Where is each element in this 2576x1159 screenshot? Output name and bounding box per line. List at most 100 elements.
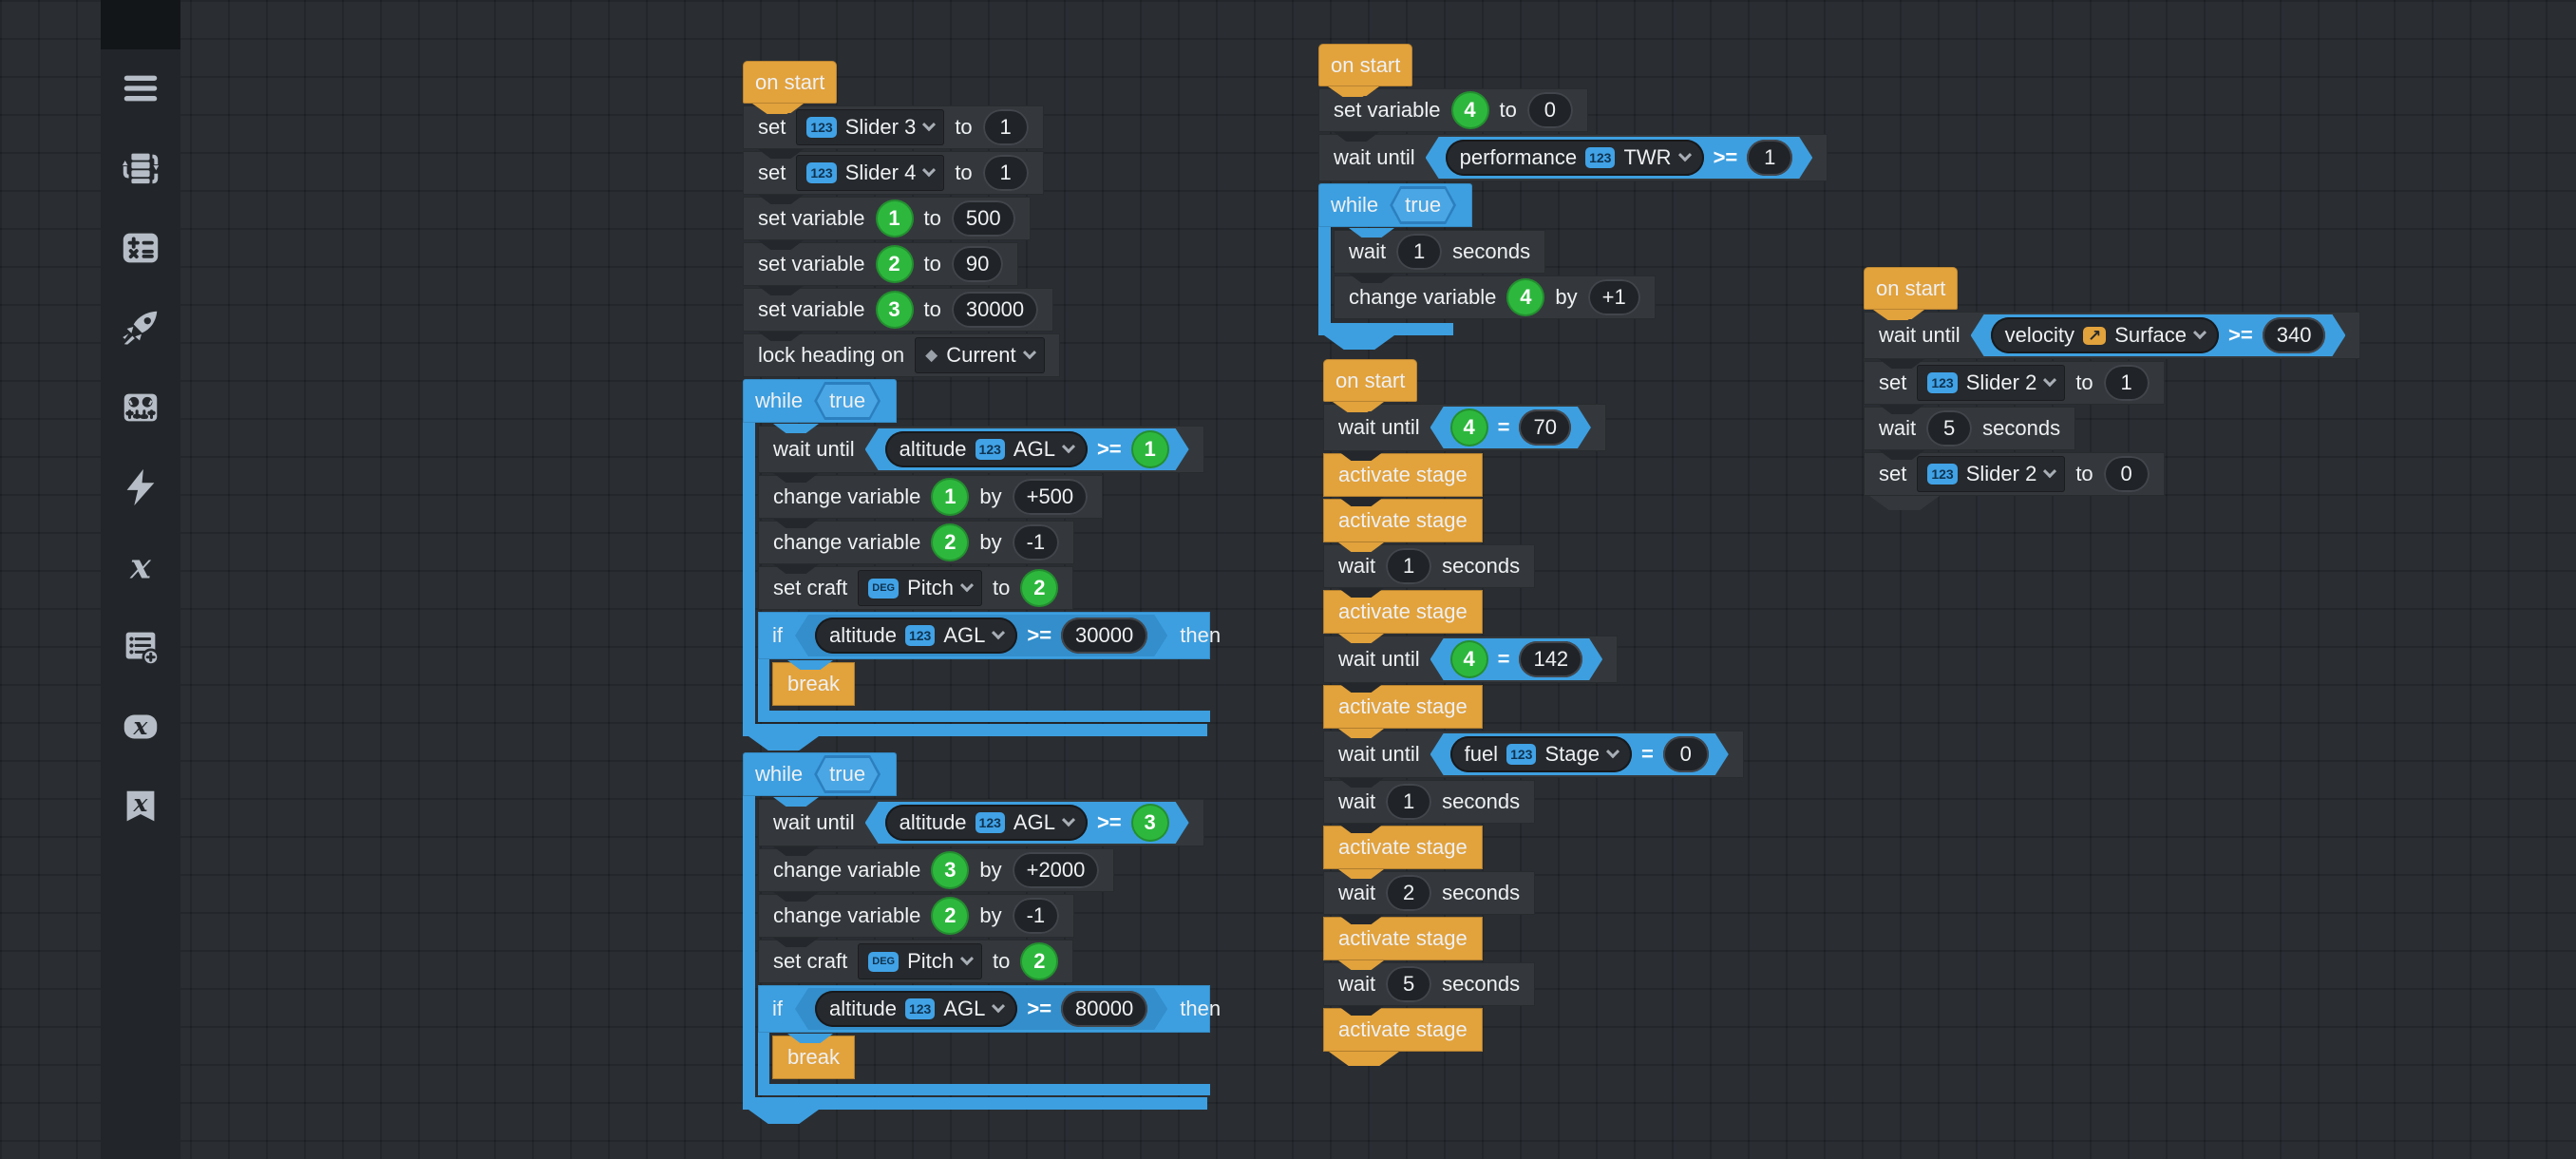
wait-until-block[interactable]: wait until altitude 123 AGL >= 1 [758,426,1204,473]
set-variable-block[interactable]: set variable 2 to 90 [743,242,1019,286]
program-ascent[interactable]: on start set 123 Slider 3 to 1 set 123 S… [743,61,1221,1126]
telemetry-expression[interactable]: altitude 123 AGL [815,991,1017,1027]
input-dropdown[interactable]: 123 Slider 2 [1917,456,2066,492]
lock-heading-block[interactable]: lock heading on ◆ Current [743,333,1060,377]
set-input-block[interactable]: set 123 Slider 2 to 0 [1864,452,2165,496]
variable-chip[interactable]: 4 [1450,408,1488,446]
value-input[interactable]: 5 [1386,966,1432,1002]
variable-chip[interactable]: 2 [1020,569,1059,607]
if-header[interactable]: if altitude 123 AGL >= 80000 then [758,985,1221,1033]
variable-chip[interactable]: 4 [1506,278,1545,316]
craft-property-dropdown[interactable]: DEG Pitch [858,943,983,979]
value-input[interactable]: 5 [1926,410,1973,446]
value-input[interactable]: 1 [1386,784,1432,820]
condition-expression[interactable]: velocity ↗ Surface >= 340 [1971,314,2346,356]
activate-stage-block[interactable]: activate stage [1323,499,1483,542]
variable-chip[interactable]: 3 [1131,804,1169,842]
break-block[interactable]: break [772,1036,856,1079]
condition-pill[interactable]: true [814,382,881,420]
activate-stage-block[interactable]: activate stage [1323,1008,1483,1052]
activate-stage-block[interactable]: activate stage [1323,685,1483,729]
value-input[interactable]: 1 [982,155,1029,191]
expression-flag-icon[interactable]: x [117,784,164,829]
wait-until-block[interactable]: wait until 4 = 142 [1323,636,1619,683]
variable-chip[interactable]: 2 [931,897,970,935]
condition-expression[interactable]: 4 = 70 [1430,407,1591,448]
on-start-block[interactable]: on start [1864,267,1959,310]
if-header[interactable]: if altitude 123 AGL >= 30000 then [758,612,1221,659]
value-input[interactable]: 1 [2103,365,2150,401]
set-craft-block[interactable]: set craft DEG Pitch to 2 [758,940,1074,983]
while-header[interactable]: while true [743,379,898,423]
value-input[interactable]: -1 [1012,524,1060,560]
condition-expression[interactable]: 4 = 142 [1430,638,1603,680]
variable-chip[interactable]: 4 [1450,91,1489,129]
value-input[interactable]: 0 [1663,736,1709,772]
condition-expression[interactable]: altitude 123 AGL >= 3 [865,802,1189,844]
heading-dropdown[interactable]: ◆ Current [915,337,1045,373]
change-variable-block[interactable]: change variable 2 by -1 [758,521,1075,564]
value-input[interactable]: 1 [1386,548,1432,584]
change-variable-block[interactable]: change variable 2 by -1 [758,894,1075,938]
variable-chip[interactable]: 2 [875,245,914,283]
set-craft-block[interactable]: set craft DEG Pitch to 2 [758,566,1074,610]
value-input[interactable]: 30000 [1061,618,1147,654]
variable-chip[interactable]: 3 [931,851,970,889]
input-panel-icon[interactable] [117,385,164,430]
value-input[interactable]: -1 [1012,898,1060,934]
change-variable-block[interactable]: change variable 3 by +2000 [758,848,1115,892]
while-header[interactable]: while true [1318,183,1473,227]
break-block[interactable]: break [772,662,856,706]
variable-chip[interactable]: 1 [1131,430,1169,468]
value-input[interactable]: 2 [1386,875,1432,911]
while-loop-block[interactable]: while true wait until altitude 123 AGL >… [743,379,1221,750]
variable-chip[interactable]: 4 [1450,640,1488,678]
set-input-block[interactable]: set 123 Slider 3 to 1 [743,105,1044,149]
if-block[interactable]: if altitude 123 AGL >= 80000 then [758,985,1221,1095]
variable-chip[interactable]: 1 [875,200,914,238]
wait-until-block[interactable]: wait until performance 123 TWR >= 1 [1318,134,1828,181]
activate-stage-block[interactable]: activate stage [1323,917,1483,960]
value-input[interactable]: 1 [1396,234,1443,270]
condition-pill[interactable]: true [1390,186,1456,224]
program-staging[interactable]: on start wait until 4 = 70 activate stag… [1323,359,1744,1066]
value-input[interactable]: 80000 [1061,991,1147,1027]
activate-stage-block[interactable]: activate stage [1323,590,1483,634]
log-list-icon[interactable] [117,624,164,670]
value-input[interactable]: 90 [951,246,1004,282]
input-dropdown[interactable]: 123 Slider 4 [796,155,945,191]
wait-until-block[interactable]: wait until velocity ↗ Surface >= 340 [1864,312,2361,359]
telemetry-expression[interactable]: fuel 123 Stage [1450,736,1632,772]
telemetry-expression[interactable]: altitude 123 AGL [885,805,1088,841]
set-variable-block[interactable]: set variable 1 to 500 [743,197,1031,240]
condition-expression[interactable]: altitude 123 AGL >= 30000 [795,615,1167,656]
while-loop-block[interactable]: while true wait until altitude 123 AGL >… [743,752,1221,1124]
change-variable-block[interactable]: change variable 1 by +500 [758,475,1104,519]
wait-seconds-block[interactable]: wait 2 seconds [1323,871,1536,915]
value-input[interactable]: 0 [2103,456,2150,492]
if-block[interactable]: if altitude 123 AGL >= 30000 then [758,612,1221,722]
condition-expression[interactable]: fuel 123 Stage = 0 [1430,733,1729,775]
condition-pill[interactable]: true [814,755,881,793]
wait-until-block[interactable]: wait until 4 = 70 [1323,404,1606,451]
variable-chip[interactable]: 3 [875,291,914,329]
activate-stage-block[interactable]: activate stage [1323,453,1483,497]
telemetry-expression[interactable]: performance 123 TWR [1446,140,1704,176]
wait-until-block[interactable]: wait until fuel 123 Stage = 0 [1323,731,1744,778]
craft-rocket-icon[interactable] [117,305,164,351]
wait-seconds-block[interactable]: wait 1 seconds [1323,780,1536,824]
expression-chip-icon[interactable]: x [117,704,164,750]
activation-bolt-icon[interactable] [117,465,164,510]
change-variable-block[interactable]: change variable 4 by +1 [1334,276,1656,319]
value-input[interactable]: 1 [982,109,1029,145]
input-dropdown[interactable]: 123 Slider 3 [796,109,945,145]
set-input-block[interactable]: set 123 Slider 4 to 1 [743,151,1044,195]
value-input[interactable]: 30000 [951,292,1039,328]
variables-icon[interactable]: x [117,544,164,590]
value-input[interactable]: +1 [1587,279,1640,315]
telemetry-expression[interactable]: altitude 123 AGL [885,431,1088,467]
value-input[interactable]: 340 [2263,317,2326,353]
craft-property-dropdown[interactable]: DEG Pitch [858,570,983,606]
while-loop-block[interactable]: while true wait 1 seconds change variabl… [1318,183,1656,350]
